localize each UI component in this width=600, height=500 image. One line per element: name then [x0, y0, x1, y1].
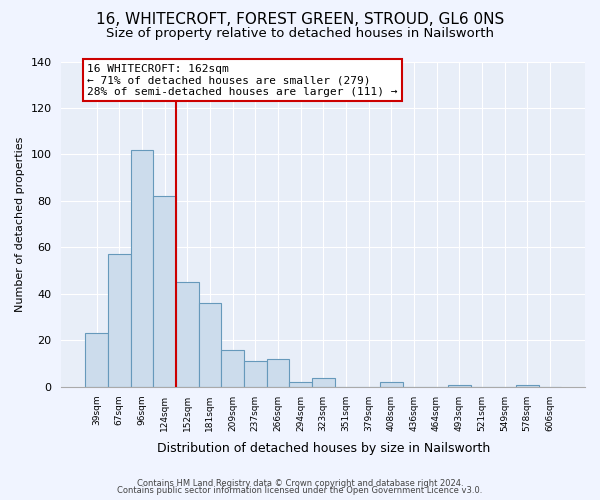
- Bar: [289, 382, 312, 387]
- Bar: [516, 384, 539, 387]
- Bar: [380, 382, 403, 387]
- Bar: [131, 150, 153, 387]
- Text: 16 WHITECROFT: 162sqm
← 71% of detached houses are smaller (279)
28% of semi-det: 16 WHITECROFT: 162sqm ← 71% of detached …: [88, 64, 398, 97]
- Text: Contains HM Land Registry data © Crown copyright and database right 2024.: Contains HM Land Registry data © Crown c…: [137, 478, 463, 488]
- Bar: [108, 254, 131, 387]
- X-axis label: Distribution of detached houses by size in Nailsworth: Distribution of detached houses by size …: [157, 442, 490, 455]
- Bar: [221, 350, 244, 387]
- Bar: [448, 384, 470, 387]
- Bar: [153, 196, 176, 387]
- Y-axis label: Number of detached properties: Number of detached properties: [15, 136, 25, 312]
- Bar: [199, 303, 221, 387]
- Bar: [312, 378, 335, 387]
- Text: Size of property relative to detached houses in Nailsworth: Size of property relative to detached ho…: [106, 28, 494, 40]
- Bar: [176, 282, 199, 387]
- Bar: [266, 359, 289, 387]
- Bar: [244, 362, 266, 387]
- Bar: [85, 334, 108, 387]
- Text: 16, WHITECROFT, FOREST GREEN, STROUD, GL6 0NS: 16, WHITECROFT, FOREST GREEN, STROUD, GL…: [96, 12, 504, 28]
- Text: Contains public sector information licensed under the Open Government Licence v3: Contains public sector information licen…: [118, 486, 482, 495]
